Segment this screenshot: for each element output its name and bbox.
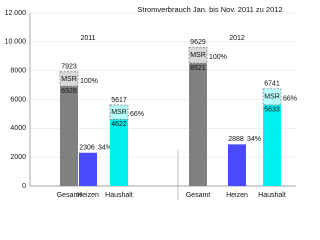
x-tick-label: Haushalt — [105, 192, 133, 199]
share-label: 66% — [283, 96, 297, 103]
x-tick-label: Gesamt — [186, 192, 211, 199]
x-tick-label: Haushalt — [258, 192, 286, 199]
chart-title: Stromverbrauch Jan. bis Nov. 2011 zu 201… — [137, 5, 282, 14]
share-label: 100% — [80, 78, 98, 85]
bar — [189, 63, 207, 187]
y-tick-label: 10.000 — [5, 39, 27, 46]
share-label: 100% — [209, 54, 227, 61]
y-tick-label: 4000 — [10, 125, 26, 132]
msr-label: MSR — [111, 109, 127, 116]
msr-label: MSR — [190, 52, 206, 59]
value-label: 6928 — [61, 88, 77, 95]
msr-label: MSR — [61, 76, 77, 83]
y-tick-label: 2000 — [10, 154, 26, 161]
y-tick-label: 8000 — [10, 68, 26, 75]
msr-box — [262, 88, 282, 106]
msr-box — [188, 46, 208, 64]
bar — [79, 152, 97, 186]
x-tick-label: Gesamt — [57, 192, 82, 199]
y-tick-label: 0 — [22, 183, 26, 190]
value-label: 4622 — [111, 121, 127, 128]
msr-total-label: 6741 — [264, 81, 280, 88]
x-tick-label: Heizen — [77, 192, 99, 199]
group-label: 2012 — [229, 35, 245, 42]
bar — [228, 144, 246, 186]
value-label: 5633 — [264, 107, 280, 114]
y-tick-label: 6000 — [10, 96, 26, 103]
share-label: 34% — [98, 145, 112, 152]
bar — [110, 119, 128, 186]
bar — [263, 104, 281, 186]
msr-label: MSR — [264, 94, 280, 101]
msr-total-label: 5617 — [111, 97, 127, 104]
group-label: 2011 — [80, 35, 95, 42]
value-label: 2306 — [79, 145, 95, 152]
chart: Stromverbrauch Jan. bis Nov. 2011 zu 201… — [5, 5, 297, 200]
y-tick-label: 12.000 — [5, 10, 27, 17]
x-tick-label: Heizen — [226, 192, 248, 199]
msr-box — [59, 71, 79, 87]
share-label: 34% — [247, 136, 261, 143]
msr-total-label: 7923 — [61, 64, 77, 71]
msr-total-label: 9629 — [190, 39, 206, 46]
value-label: 8521 — [190, 65, 206, 72]
msr-box — [109, 104, 129, 120]
bar — [60, 86, 78, 186]
value-label: 2888 — [228, 136, 244, 143]
share-label: 66% — [130, 111, 144, 118]
